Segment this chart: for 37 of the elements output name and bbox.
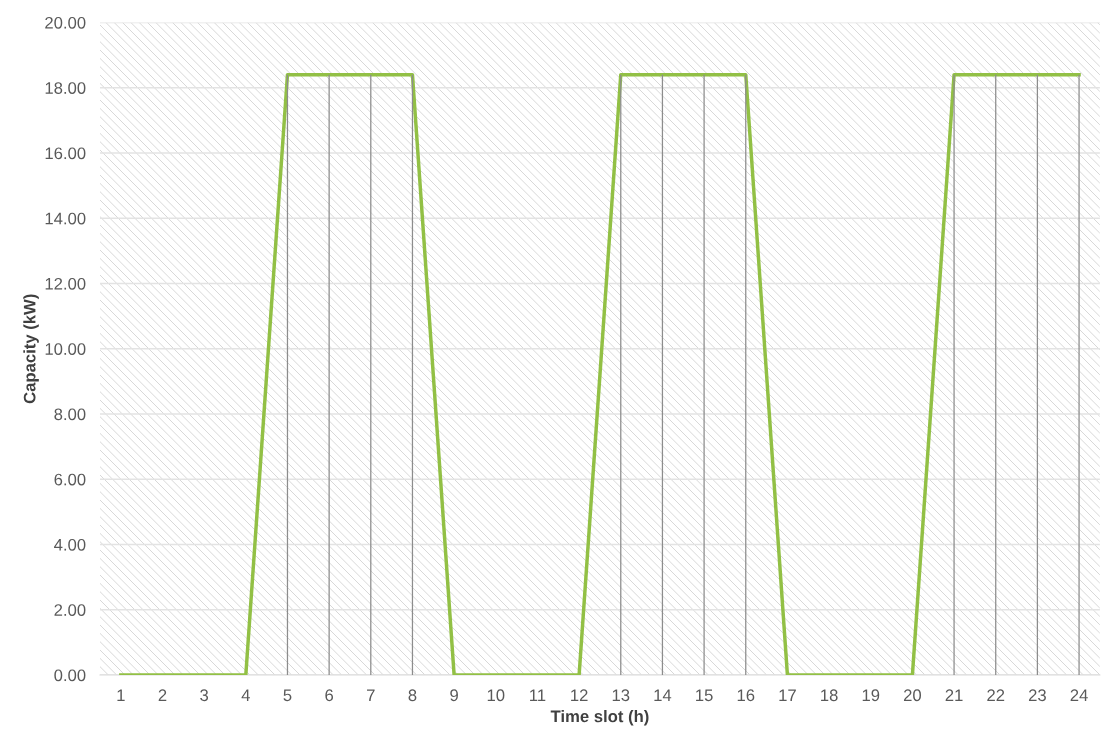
x-tick-label: 11 — [530, 689, 546, 701]
x-tick-label: 16 — [737, 689, 755, 702]
x-tick-label: 15 — [696, 689, 713, 702]
x-tick-label: 19 — [862, 689, 880, 702]
y-tick-label: 6.00 — [54, 473, 86, 486]
y-tick-label: 0.00 — [54, 669, 86, 682]
y-tick-label: 8.00 — [54, 408, 86, 421]
y-tick-label: 4.00 — [54, 538, 86, 551]
x-tick-label: 17 — [779, 689, 796, 701]
y-tick-label: 14.00 — [45, 212, 86, 225]
x-tick-label: 6 — [325, 689, 334, 702]
x-tick-label: 9 — [450, 689, 458, 702]
y-tick-label: 18.00 — [45, 82, 86, 94]
x-tick-label: 14 — [654, 689, 672, 701]
x-tick-label: 20 — [903, 689, 922, 702]
y-tick-label: 16.00 — [45, 147, 86, 160]
y-tick-label: 20.00 — [45, 16, 86, 29]
x-tick-label: 2 — [158, 689, 167, 701]
x-tick-label: 13 — [612, 689, 630, 702]
x-tick-label: 10 — [487, 689, 505, 702]
x-tick-label: 21 — [945, 689, 963, 701]
x-tick-label: 24 — [1070, 689, 1088, 701]
x-tick-label: 12 — [571, 689, 588, 701]
x-tick-label: 18 — [821, 689, 838, 702]
x-tick-label: 1 — [117, 689, 125, 701]
x-tick-label: 22 — [987, 689, 1005, 701]
y-tick-label: 12.00 — [45, 277, 86, 290]
x-tick-label: 3 — [200, 689, 209, 702]
x-tick-label: 4 — [241, 689, 250, 701]
x-tick-label: 8 — [408, 689, 417, 702]
y-tick-label: 10.00 — [45, 343, 86, 355]
y-tick-label: 2.00 — [54, 604, 86, 616]
x-tick-label: 5 — [283, 689, 292, 702]
y-axis-title: Capacity (kW) — [23, 294, 39, 404]
x-tick-label: 7 — [367, 689, 375, 701]
x-tick-label: 23 — [1028, 689, 1046, 702]
x-axis-title: Time slot (h) — [550, 709, 649, 726]
